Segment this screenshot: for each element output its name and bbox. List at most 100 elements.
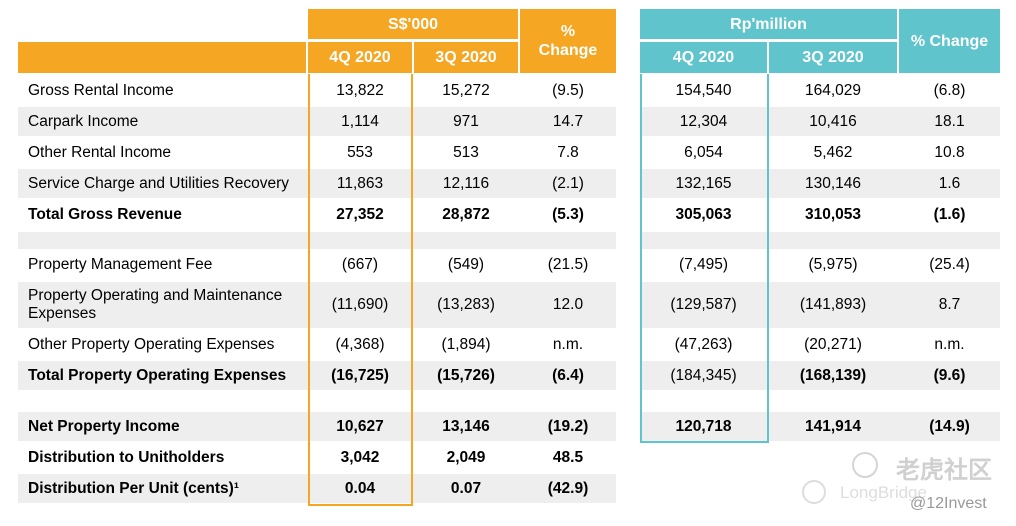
sgd-3q-value: 13,146 xyxy=(442,417,490,435)
idr-3q-value: 130,146 xyxy=(804,174,862,192)
row-label: Carpark Income xyxy=(28,112,139,130)
label-header-band xyxy=(18,42,306,73)
sgd-3q-value: 12,116 xyxy=(442,174,490,192)
idr-4q-value: (184,345) xyxy=(670,366,737,384)
row-label: Total Gross Revenue xyxy=(28,205,182,223)
sgd-4q-value: 3,042 xyxy=(340,448,380,466)
table-row: Net Property Income 10,627 13,146 (19.2) xyxy=(18,412,616,441)
table-row: Other Rental Income 553 513 7.8 xyxy=(18,138,616,167)
table-row xyxy=(640,392,1000,410)
sgd-change-value: (2.1) xyxy=(552,174,584,192)
row-label: Total Property Operating Expenses xyxy=(28,366,287,384)
idr-3q-value: 141,914 xyxy=(804,417,862,435)
sgd-change-value: (19.2) xyxy=(547,417,589,435)
sgd-3q-value: (15,726) xyxy=(437,366,495,384)
sgd-change-value: 14.7 xyxy=(552,112,584,130)
idr-change-value: 1.6 xyxy=(938,174,961,192)
sgd-3q-value: 2,049 xyxy=(446,448,486,466)
idr-change-value: (6.8) xyxy=(933,81,966,99)
idr-change-value: 18.1 xyxy=(934,112,965,130)
idr-change-value: (25.4) xyxy=(929,256,970,273)
table-row: 12,304 10,416 18.1 xyxy=(640,107,1000,136)
table-row: Distribution Per Unit (cents)¹ 0.04 0.07 (4… xyxy=(18,474,616,503)
idr-4q-value: (47,263) xyxy=(674,335,733,353)
table-row xyxy=(640,232,1000,249)
idr-4q-value xyxy=(640,232,767,249)
idr-3q-header: 3Q 2020 xyxy=(769,42,897,73)
idr-change-value: n.m. xyxy=(934,335,965,353)
idr-4q-value xyxy=(640,392,767,410)
tiger-logo-icon xyxy=(852,452,878,478)
table-row: Property Management Fee (667) (549) (21.5) xyxy=(18,250,616,280)
row-label: Property Management Fee xyxy=(28,256,213,273)
idr-3q-value: (5,975) xyxy=(808,256,858,273)
sgd-change-value xyxy=(520,232,616,249)
sgd-4q-value: (16,725) xyxy=(331,366,389,384)
table-row: 154,540 164,029 (6.8) xyxy=(640,76,1000,105)
table-row: Service Charge and Utilities Recovery 11,… xyxy=(18,169,616,198)
sgd-3q-value: 15,272 xyxy=(442,81,490,99)
sgd-4q-value: (667) xyxy=(341,256,379,273)
idr-4q-value: 305,063 xyxy=(675,205,732,223)
table-row: Total Property Operating Expenses (16,725… xyxy=(18,361,616,390)
idr-4q-value: 6,054 xyxy=(684,143,723,161)
sgd-3q-value: 513 xyxy=(453,143,479,161)
sgd-change-value: (9.5) xyxy=(552,81,584,99)
row-label: Gross Rental Income xyxy=(28,81,174,99)
idr-3q-value xyxy=(769,392,897,410)
row-label: Service Charge and Utilities Recovery xyxy=(28,174,290,192)
table-row: 6,054 5,462 10.8 xyxy=(640,138,1000,167)
sgd-currency-header: S$'000 xyxy=(308,9,518,39)
idr-3q-value xyxy=(769,232,897,249)
idr-4q-value: 154,540 xyxy=(675,81,732,99)
idr-change-value xyxy=(899,392,1000,410)
table-row: 132,165 130,146 1.6 xyxy=(640,169,1000,198)
sgd-3q-value xyxy=(414,232,518,249)
table-row: 120,718 141,914 (14.9) xyxy=(640,412,1000,441)
sgd-4q-value: 27,352 xyxy=(336,205,384,223)
idr-3q-value: 5,462 xyxy=(813,143,853,161)
watermark-handle: @12Invest xyxy=(910,495,987,512)
row-label: Property Operating and Maintenance Expen… xyxy=(28,287,283,322)
table-row: (47,263) (20,271) n.m. xyxy=(640,330,1000,359)
table-row: Gross Rental Income 13,822 15,272 (9.5) xyxy=(18,76,616,105)
sgd-3q-value xyxy=(414,392,518,410)
longbridge-logo-icon xyxy=(802,480,826,504)
idr-change-value: 8.7 xyxy=(938,296,961,313)
table-row: (7,495) (5,975) (25.4) xyxy=(640,250,1000,280)
sgd-3q-value: (1,894) xyxy=(441,335,491,353)
idr-3q-value: (20,271) xyxy=(804,335,862,353)
table-row: (129,587) (141,893) 8.7 xyxy=(640,282,1000,328)
idr-3q-value: 164,029 xyxy=(804,81,862,99)
idr-3q-value: 310,053 xyxy=(804,205,862,223)
sgd-change-value: 12.0 xyxy=(552,296,584,313)
idr-4q-value: (7,495) xyxy=(678,256,729,273)
sgd-3q-header: 3Q 2020 xyxy=(414,42,518,73)
table-row xyxy=(18,392,616,410)
sgd-4q-value: (11,690) xyxy=(331,296,389,313)
sgd-3q-value: 971 xyxy=(453,112,479,130)
row-label: Other Property Operating Expenses xyxy=(28,335,275,353)
row-label: Distribution Per Unit (cents)¹ xyxy=(28,479,239,497)
row-label: Distribution to Unitholders xyxy=(28,448,225,466)
idr-currency-header: Rp'million xyxy=(640,9,897,39)
idr-change-value: (9.6) xyxy=(933,366,966,384)
sgd-change-value: n.m. xyxy=(552,335,584,353)
row-label: Other Rental Income xyxy=(28,143,172,161)
table-row: Other Property Operating Expenses (4,368)… xyxy=(18,330,616,359)
sgd-change-value: (5.3) xyxy=(552,205,584,223)
idr-4q-value: (129,587) xyxy=(670,296,737,313)
table-row: Carpark Income 1,114 971 14.7 xyxy=(18,107,616,136)
table-row: Total Gross Revenue 27,352 28,872 (5.3) xyxy=(18,200,616,229)
idr-change-value: (1.6) xyxy=(933,205,966,223)
row-label xyxy=(28,232,308,249)
idr-4q-value: 12,304 xyxy=(679,112,728,130)
sgd-change-value: 48.5 xyxy=(552,448,584,466)
idr-change-value xyxy=(899,232,1000,249)
sgd-3q-value: (549) xyxy=(447,256,485,273)
watermark-brand-en: LongBridge xyxy=(840,483,927,502)
sgd-3q-value: (13,283) xyxy=(437,296,495,313)
table-row: Distribution to Unitholders 3,042 2,049 48.… xyxy=(18,443,616,472)
sgd-4q-value: 13,822 xyxy=(336,81,384,99)
idr-3q-value: 10,416 xyxy=(809,112,857,130)
